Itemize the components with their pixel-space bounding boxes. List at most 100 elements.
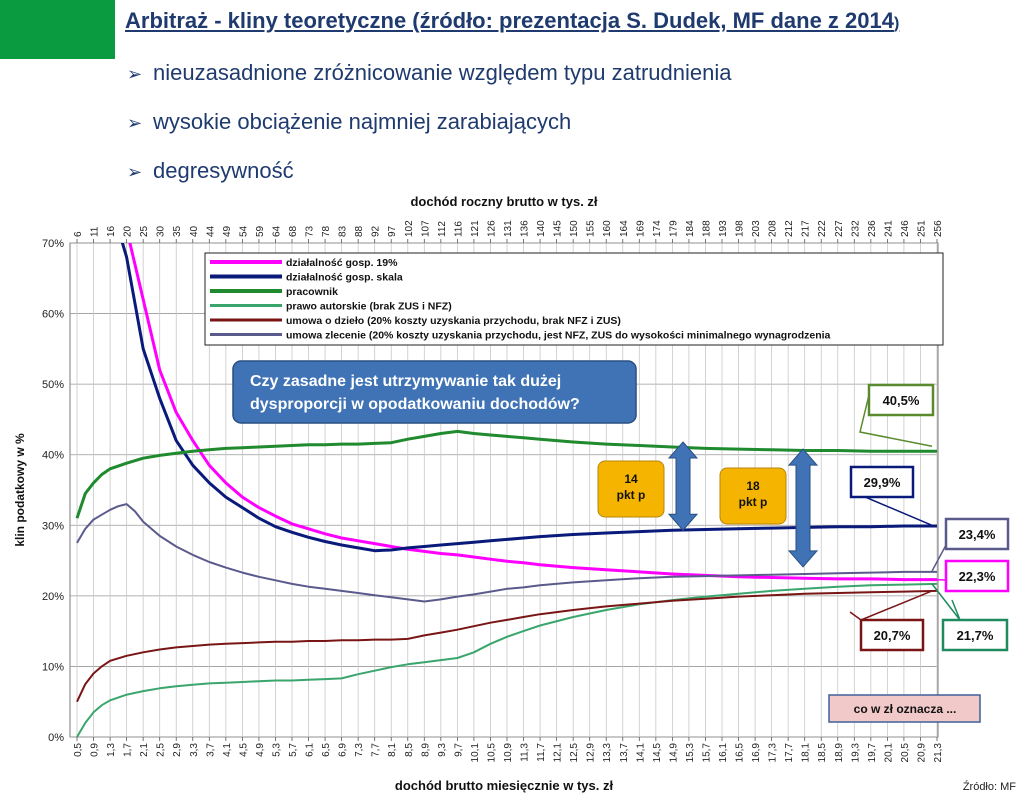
- top-tick-label: 64: [271, 225, 282, 237]
- question-callout-line: dysproporcji w opodatkowaniu dochodów?: [250, 396, 580, 413]
- top-tick-label: 140: [536, 220, 547, 237]
- top-tick-label: 164: [619, 220, 630, 237]
- arrow-bullet-icon: ➢: [127, 162, 143, 182]
- x-tick-label: 2,9: [172, 743, 183, 757]
- top-tick-label: 107: [420, 220, 431, 237]
- series-line-dzia-alnos-c-gosp-skala: [120, 243, 937, 553]
- gap-label-value: 18: [746, 479, 760, 493]
- y-tick-label: 10%: [42, 661, 64, 673]
- end-label-box: [941, 618, 1009, 652]
- note-box: [828, 694, 981, 723]
- top-tick-label: 126: [486, 220, 497, 237]
- bullet-list: ➢ nieuzasadnione zróżnicowanie względem t…: [127, 58, 731, 205]
- x-tick-label: 9,7: [453, 743, 464, 757]
- top-tick-label: 236: [867, 220, 878, 237]
- top-tick-label: 73: [305, 225, 316, 237]
- bullet-item: ➢ nieuzasadnione zróżnicowanie względem t…: [127, 58, 731, 107]
- x-tick-label: 0,9: [90, 743, 101, 757]
- end-label-value: 22,3%: [959, 569, 996, 584]
- x-tick-label: 16,9: [751, 743, 762, 763]
- legend-entry: umowa zlecenie (20% koszty uzyskania prz…: [286, 330, 831, 342]
- question-callout-line: Czy zasadne jest utrzymywanie tak dużej: [250, 373, 561, 390]
- x-tick-label: 18,9: [834, 743, 845, 763]
- top-tick-label: 251: [916, 220, 927, 237]
- y-tick-label: 20%: [42, 591, 64, 603]
- y-tick-label: 30%: [42, 520, 64, 532]
- top-axis-title: dochód roczny brutto w tys. zł: [410, 194, 597, 209]
- x-tick-label: 8,1: [387, 743, 398, 757]
- x-tick-label: 2,1: [139, 743, 150, 757]
- end-label-value: 23,4%: [959, 527, 996, 542]
- x-tick-label: 10,5: [486, 743, 497, 763]
- x-tick-label: 4,5: [238, 743, 249, 757]
- y-tick-label: 60%: [42, 309, 64, 321]
- series-line-pracownik: [75, 429, 937, 519]
- x-tick-label: 8,5: [404, 743, 415, 757]
- x-tick-label: 16,1: [718, 743, 729, 763]
- x-tick-label: 1,7: [123, 743, 134, 757]
- legend-box: [204, 252, 944, 346]
- x-tick-label: 12,1: [553, 743, 564, 763]
- top-tick-label: 208: [768, 220, 779, 237]
- end-label-box: [944, 517, 1010, 551]
- x-tick-label: 19,3: [850, 743, 861, 763]
- top-tick-label: 184: [685, 220, 696, 237]
- top-tick-label: 121: [470, 220, 481, 237]
- x-tick-label: 14,5: [652, 743, 663, 763]
- top-tick-label: 11: [90, 226, 101, 237]
- x-axis-title: dochód brutto miesięcznie w tys. zł: [395, 778, 614, 793]
- end-label-box: [944, 559, 1010, 593]
- x-tick-label: 14,9: [668, 743, 679, 763]
- x-tick-label: 17,3: [768, 743, 779, 763]
- top-tick-label: 88: [354, 225, 365, 237]
- x-tick-label: 14,1: [635, 743, 646, 763]
- source-note: Źródło: MF: [963, 780, 1016, 793]
- end-label-box: [867, 383, 935, 417]
- gap-label-box: [719, 467, 787, 525]
- top-tick-label: 160: [602, 220, 613, 237]
- top-tick-label: 222: [817, 220, 828, 237]
- end-label-box: [859, 618, 925, 652]
- gap-label-unit: pkt p: [617, 488, 646, 502]
- top-tick-label: 169: [635, 220, 646, 237]
- top-tick-label: 35: [172, 225, 183, 237]
- question-callout: [232, 360, 637, 424]
- top-tick-label: 212: [784, 220, 795, 237]
- top-tick-label: 188: [701, 220, 712, 237]
- y-axis-title: klin podatkowy w %: [13, 433, 27, 547]
- top-tick-label: 155: [586, 220, 597, 237]
- gap-label-box: [597, 460, 665, 518]
- top-tick-label: 203: [751, 220, 762, 237]
- top-tick-label: 59: [255, 225, 266, 237]
- x-tick-label: 3,3: [189, 743, 200, 757]
- top-tick-label: 227: [834, 220, 845, 237]
- x-tick-label: 13,3: [602, 743, 613, 763]
- legend-entry: pracownik: [286, 286, 338, 298]
- x-tick-label: 11,3: [520, 743, 531, 762]
- gap-label-unit: pkt p: [739, 495, 768, 509]
- x-tick-label: 12,9: [586, 743, 597, 763]
- top-tick-label: 83: [338, 225, 349, 237]
- x-tick-label: 17,7: [784, 743, 795, 763]
- x-tick-label: 0,5: [73, 743, 84, 757]
- top-tick-label: 179: [668, 220, 679, 237]
- top-tick-label: 92: [371, 225, 382, 237]
- top-tick-label: 54: [238, 225, 249, 237]
- x-tick-label: 20,5: [900, 743, 911, 763]
- series-line-umowa-zlecenie-20-koszty-uzysk: [76, 503, 937, 603]
- green-accent-block: [0, 0, 115, 59]
- top-tick-label: 241: [883, 220, 894, 237]
- y-tick-label: 70%: [42, 238, 64, 250]
- top-tick-label: 232: [850, 220, 861, 237]
- x-tick-label: 12,5: [569, 743, 580, 763]
- legend-entry: prawo autorskie (brak ZUS i NFZ): [286, 301, 452, 313]
- x-tick-label: 18,1: [801, 743, 812, 763]
- x-tick-label: 20,1: [883, 743, 894, 763]
- x-tick-label: 5,7: [288, 743, 299, 757]
- top-tick-label: 20: [123, 225, 134, 237]
- top-tick-label: 68: [288, 225, 299, 237]
- top-tick-label: 116: [453, 221, 464, 237]
- top-tick-label: 78: [321, 225, 332, 237]
- top-tick-label: 217: [801, 220, 812, 237]
